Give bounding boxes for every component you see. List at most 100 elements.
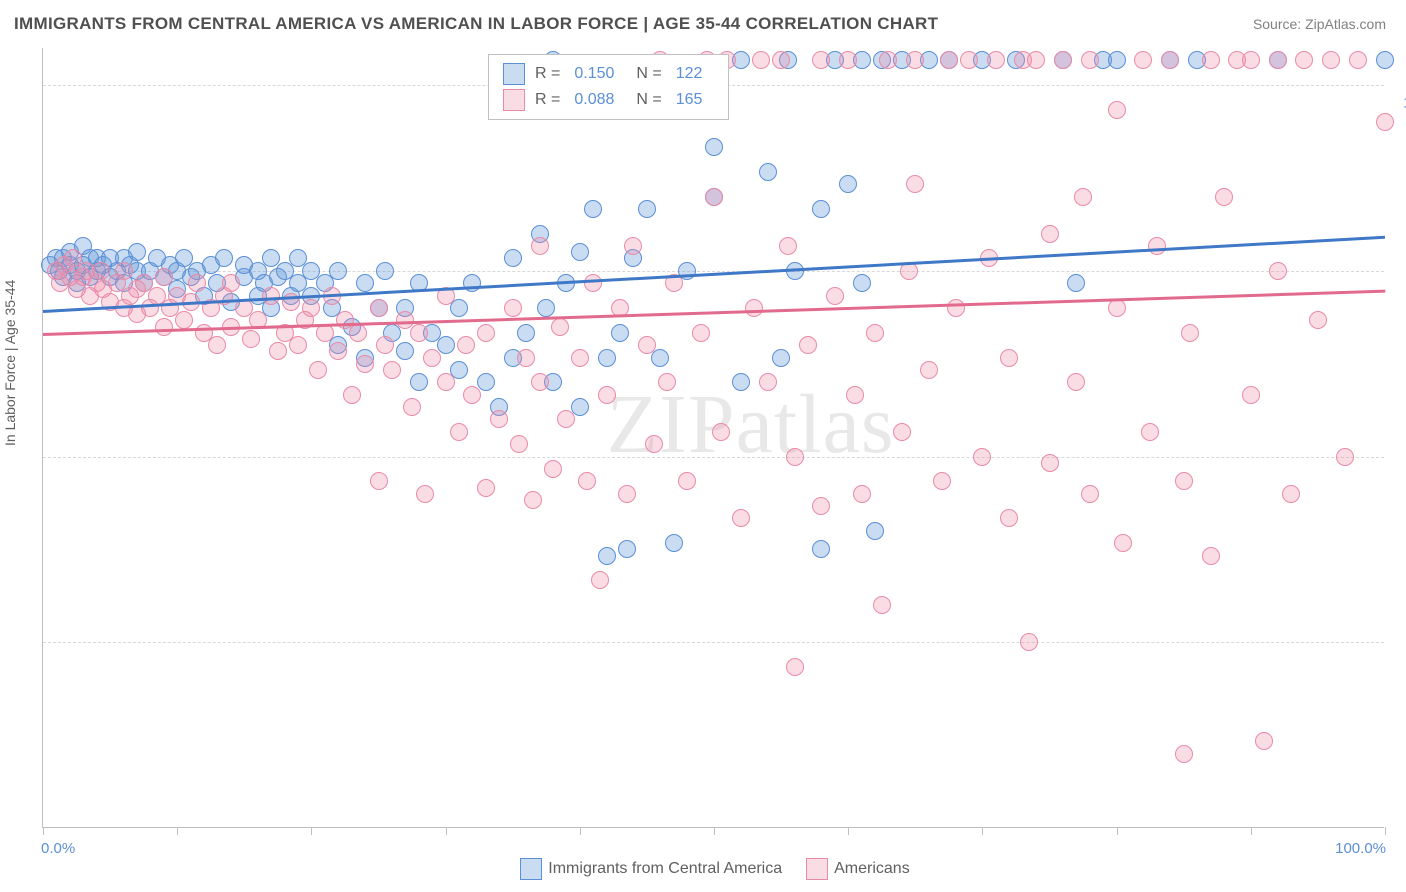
data-point-americans xyxy=(1269,51,1287,69)
legend-n-label: N = xyxy=(636,65,661,83)
data-point-americans xyxy=(450,423,468,441)
x-tick xyxy=(1385,827,1386,835)
data-point-immigrants xyxy=(812,200,830,218)
data-point-immigrants xyxy=(1376,51,1394,69)
data-point-immigrants xyxy=(376,262,394,280)
data-point-americans xyxy=(571,349,589,367)
x-axis-max-label: 100.0% xyxy=(1335,840,1386,857)
x-tick xyxy=(714,827,715,835)
data-point-americans xyxy=(973,448,991,466)
data-point-americans xyxy=(155,268,173,286)
data-point-americans xyxy=(645,435,663,453)
data-point-americans xyxy=(343,386,361,404)
data-point-americans xyxy=(1141,423,1159,441)
data-point-americans xyxy=(1181,324,1199,342)
x-tick xyxy=(446,827,447,835)
data-point-immigrants xyxy=(396,342,414,360)
data-point-americans xyxy=(893,423,911,441)
data-point-americans xyxy=(786,448,804,466)
data-point-americans xyxy=(853,485,871,503)
data-point-immigrants xyxy=(732,373,750,391)
data-point-immigrants xyxy=(1108,51,1126,69)
data-point-americans xyxy=(1027,51,1045,69)
data-point-americans xyxy=(846,386,864,404)
data-point-immigrants xyxy=(853,274,871,292)
data-point-americans xyxy=(1134,51,1152,69)
data-point-americans xyxy=(1349,51,1367,69)
data-point-americans xyxy=(598,386,616,404)
data-point-americans xyxy=(175,311,193,329)
data-point-immigrants xyxy=(772,349,790,367)
data-point-americans xyxy=(624,237,642,255)
data-point-americans xyxy=(1202,547,1220,565)
data-point-americans xyxy=(1114,534,1132,552)
data-point-americans xyxy=(557,410,575,428)
y-tick-label: 55.0% xyxy=(1394,652,1406,669)
legend-swatch xyxy=(806,858,828,880)
legend-swatch xyxy=(520,858,542,880)
data-point-americans xyxy=(416,485,434,503)
data-point-americans xyxy=(1202,51,1220,69)
data-point-immigrants xyxy=(866,522,884,540)
data-point-americans xyxy=(1215,188,1233,206)
x-tick xyxy=(1251,827,1252,835)
data-point-immigrants xyxy=(839,175,857,193)
data-point-americans xyxy=(222,274,240,292)
data-point-immigrants xyxy=(598,547,616,565)
legend-r-label: R = xyxy=(535,65,560,83)
data-point-americans xyxy=(1295,51,1313,69)
data-point-americans xyxy=(879,51,897,69)
data-point-americans xyxy=(799,336,817,354)
legend-label: Immigrants from Central America xyxy=(548,860,782,877)
data-point-americans xyxy=(423,349,441,367)
data-point-americans xyxy=(584,274,602,292)
data-point-immigrants xyxy=(450,299,468,317)
data-point-americans xyxy=(544,460,562,478)
data-point-americans xyxy=(578,472,596,490)
data-point-americans xyxy=(947,299,965,317)
y-tick-label: 70.0% xyxy=(1394,466,1406,483)
data-point-americans xyxy=(1054,51,1072,69)
data-point-immigrants xyxy=(537,299,555,317)
data-point-immigrants xyxy=(1067,274,1085,292)
x-tick xyxy=(848,827,849,835)
data-point-americans xyxy=(356,355,374,373)
gridline xyxy=(43,642,1384,643)
data-point-americans xyxy=(1108,101,1126,119)
x-tick xyxy=(1117,827,1118,835)
data-point-immigrants xyxy=(598,349,616,367)
data-point-immigrants xyxy=(571,243,589,261)
data-point-americans xyxy=(302,299,320,317)
data-point-americans xyxy=(115,262,133,280)
data-point-immigrants xyxy=(356,274,374,292)
data-point-americans xyxy=(906,51,924,69)
data-point-immigrants xyxy=(517,324,535,342)
data-point-americans xyxy=(759,373,777,391)
x-tick xyxy=(43,827,44,835)
legend-stats-row-immigrants: R =0.150N =122 xyxy=(503,61,714,87)
data-point-americans xyxy=(772,51,790,69)
data-point-americans xyxy=(477,479,495,497)
data-point-americans xyxy=(531,237,549,255)
data-point-americans xyxy=(839,51,857,69)
data-point-americans xyxy=(987,51,1005,69)
data-point-americans xyxy=(477,324,495,342)
data-point-americans xyxy=(370,299,388,317)
data-point-americans xyxy=(490,410,508,428)
data-point-americans xyxy=(712,423,730,441)
data-point-americans xyxy=(1175,745,1193,763)
data-point-americans xyxy=(370,472,388,490)
data-point-americans xyxy=(383,361,401,379)
data-point-americans xyxy=(403,398,421,416)
data-point-immigrants xyxy=(812,540,830,558)
data-point-immigrants xyxy=(504,249,522,267)
data-point-americans xyxy=(309,361,327,379)
legend-stats-row-americans: R =0.088N =165 xyxy=(503,87,714,113)
data-point-americans xyxy=(1336,448,1354,466)
data-point-americans xyxy=(155,318,173,336)
legend-stats: R =0.150N =122R =0.088N =165 xyxy=(488,54,729,120)
data-point-americans xyxy=(208,336,226,354)
data-point-americans xyxy=(826,287,844,305)
legend-r-label: R = xyxy=(535,91,560,109)
data-point-americans xyxy=(752,51,770,69)
